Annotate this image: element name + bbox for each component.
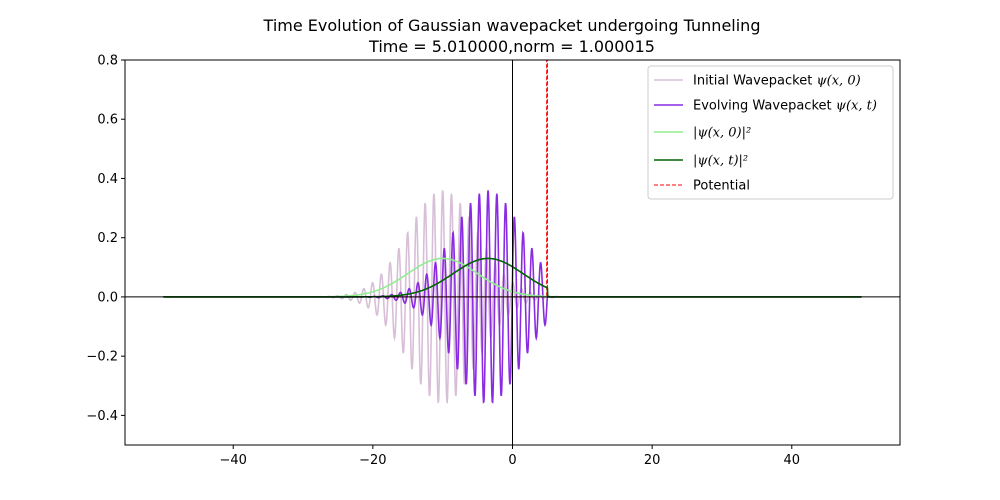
y-tick-label: 0.0 (97, 290, 118, 305)
x-tick-label: −40 (220, 453, 247, 468)
legend-label-math: |ψ(x, 0)|² (693, 126, 751, 141)
y-axis: −0.4 −0.2 0.0 0.2 0.4 0.6 0.8 (86, 54, 125, 424)
chart-title: Time Evolution of Gaussian wavepacket un… (263, 16, 761, 35)
legend-label: Potential (693, 179, 750, 194)
legend-label: Initial Wavepacket ψ(x, 0) (693, 74, 861, 89)
zero-lines (125, 60, 900, 445)
legend-label-math: ψ(x, t) (836, 99, 877, 114)
legend-label: |ψ(x, t)|² (693, 154, 748, 169)
legend-label-text: Initial Wavepacket (693, 74, 816, 89)
legend-label: |ψ(x, 0)|² (693, 126, 751, 141)
y-tick-label: 0.8 (97, 54, 118, 69)
x-axis: −40 −20 0 20 40 (220, 445, 801, 468)
legend-label-math: ψ(x, 0) (816, 74, 860, 89)
y-tick-label: −0.4 (86, 409, 118, 424)
legend-label-text: Potential (693, 179, 750, 194)
legend: Initial Wavepacket ψ(x, 0) Evolving Wavep… (647, 65, 894, 200)
y-tick-label: 0.2 (97, 231, 118, 246)
x-tick-label: 40 (784, 453, 801, 468)
y-tick-label: −0.2 (86, 350, 118, 365)
chart-subtitle: Time = 5.010000,norm = 1.000015 (368, 37, 655, 56)
legend-label: Evolving Wavepacket ψ(x, t) (693, 99, 877, 114)
legend-label-text: Evolving Wavepacket (693, 99, 836, 114)
x-tick-label: 0 (508, 453, 516, 468)
x-tick-label: −20 (359, 453, 386, 468)
y-tick-label: 0.4 (97, 172, 118, 187)
legend-label-math: |ψ(x, t)|² (693, 154, 748, 169)
legend-frame (647, 65, 894, 200)
y-tick-label: 0.6 (97, 113, 118, 128)
x-tick-label: 20 (644, 453, 661, 468)
